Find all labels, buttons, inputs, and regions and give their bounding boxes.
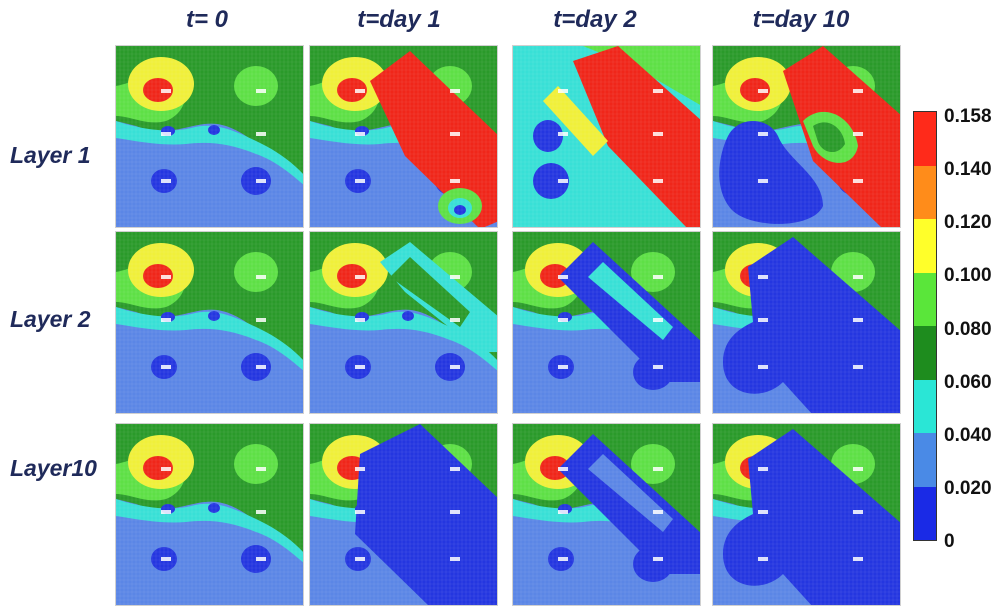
heatmap-panel	[115, 45, 304, 228]
colorbar-band	[914, 219, 936, 273]
colorbar	[913, 111, 937, 541]
legend-tick-0100: 0.100	[944, 265, 992, 286]
heatmap-panel	[309, 423, 498, 606]
colorbar-band	[914, 112, 936, 166]
heatmap-panel	[115, 423, 304, 606]
column-title-day2: t=day 2	[553, 6, 637, 33]
heatmap-panel	[309, 231, 498, 414]
legend-tick-0080: 0.080	[944, 319, 992, 340]
colorbar-band	[914, 165, 936, 219]
heatmap-panel	[512, 423, 701, 606]
column-title-t0: t= 0	[185, 6, 229, 33]
legend-tick-0020: 0.020	[944, 478, 992, 499]
heatmap-panel	[712, 231, 901, 414]
row-label-layer1: Layer 1	[10, 142, 91, 168]
colorbar-band	[914, 326, 936, 380]
heatmap-panel	[712, 423, 901, 606]
row-label-layer10: Layer10	[10, 455, 97, 481]
legend-tick-0120: 0.120	[944, 212, 992, 233]
legend-tick-0: 0	[944, 531, 955, 552]
colorbar-band	[914, 486, 936, 540]
legend-tick-0040: 0.040	[944, 425, 992, 446]
colorbar-band	[914, 272, 936, 326]
heatmap-panel	[309, 45, 498, 228]
colorbar-band	[914, 379, 936, 433]
legend-tick-0060: 0.060	[944, 372, 992, 393]
heatmap-panel	[712, 45, 901, 228]
legend-tick-0140: 0.140	[944, 159, 992, 180]
colorbar-band	[914, 433, 936, 487]
heatmap-panel	[512, 45, 701, 228]
legend-tick-0158: 0.158	[944, 106, 992, 127]
column-title-day10: t=day 10	[752, 6, 850, 33]
row-label-layer2: Layer 2	[10, 306, 91, 332]
heatmap-panel	[115, 231, 304, 414]
column-title-day1: t=day 1	[357, 6, 441, 33]
heatmap-panel	[512, 231, 701, 414]
